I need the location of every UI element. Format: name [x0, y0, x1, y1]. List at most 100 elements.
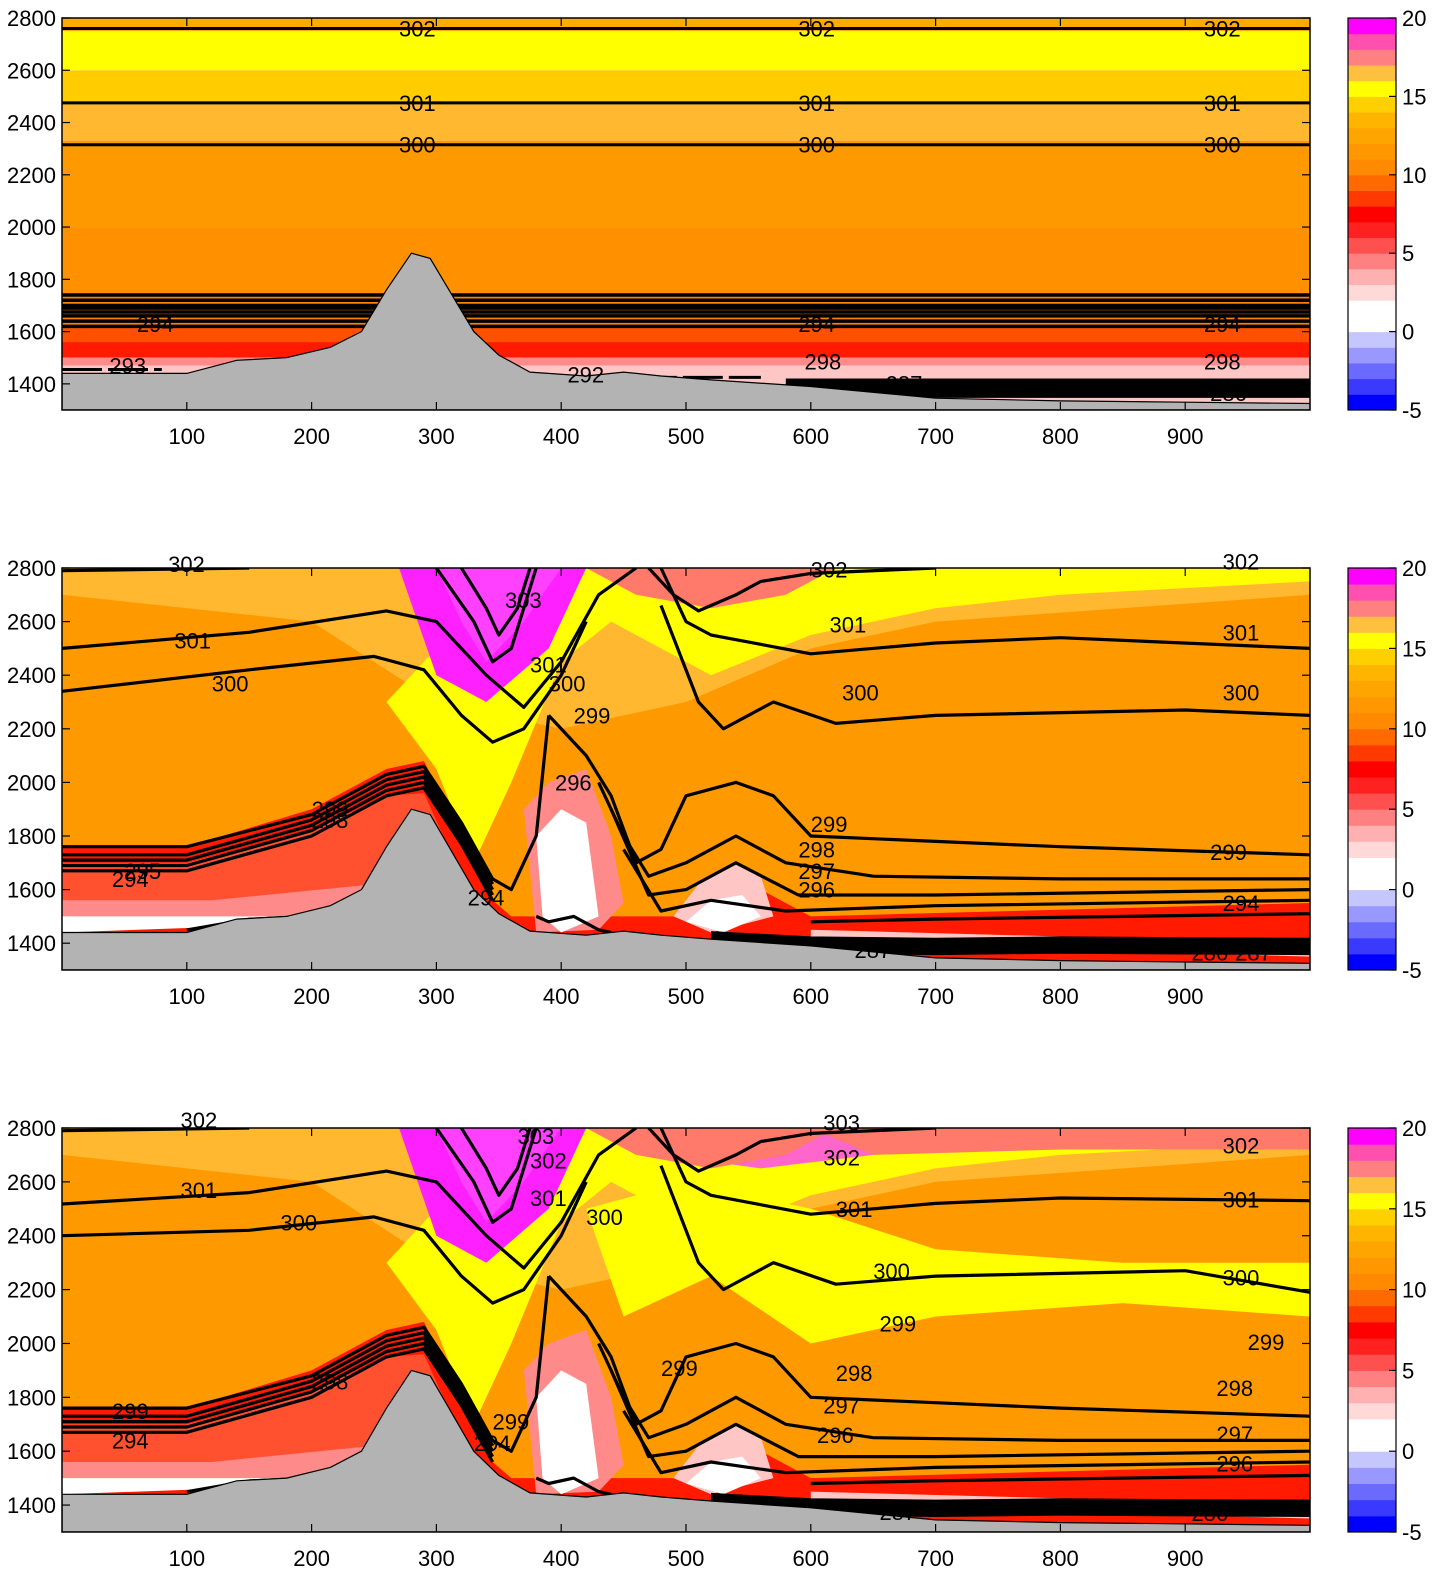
contour-label: 293 — [109, 353, 146, 378]
contour-label: 286 — [1191, 1501, 1228, 1526]
colorbar-band — [1348, 728, 1396, 746]
contour-label: 302 — [798, 16, 835, 41]
colorbar-band — [1348, 1483, 1396, 1501]
y-tick-label: 2800 — [7, 556, 56, 581]
contour-label: 300 — [1223, 681, 1260, 706]
contour-line — [62, 568, 638, 709]
field-bottom — [62, 1128, 1310, 1532]
contour-label: 301 — [181, 1178, 218, 1203]
contour-label: 298 — [798, 837, 835, 862]
contour-label: 299 — [1248, 1330, 1285, 1355]
x-tick-label: 200 — [293, 984, 330, 1009]
colorbar-band — [1348, 347, 1396, 364]
colorbar-band — [1348, 331, 1396, 348]
colorbar-band — [1348, 760, 1396, 778]
contour-label: 298 — [312, 808, 349, 833]
contour-label: 299 — [661, 1356, 698, 1381]
colorbar-band — [1348, 1321, 1396, 1339]
y-tick-label: 1800 — [7, 267, 56, 292]
colorbar-band — [1348, 1418, 1396, 1436]
x-tick-label: 700 — [917, 984, 954, 1009]
x-tick-label: 500 — [668, 424, 705, 449]
colorbar-band — [1348, 1144, 1396, 1161]
colorbar-band — [1348, 1386, 1396, 1404]
contour-label: 286 — [1210, 381, 1247, 406]
colorbar-band — [1348, 600, 1396, 617]
contour-label: 287 — [1235, 941, 1272, 966]
contour-line — [62, 620, 588, 744]
colorbar-band — [1348, 394, 1396, 411]
contour-label: 301 — [1204, 91, 1241, 116]
colorbar-band — [1348, 568, 1396, 585]
contour-label: 300 — [798, 133, 835, 158]
x-tick-label: 100 — [168, 424, 205, 449]
colorbar-band — [1348, 1192, 1396, 1210]
colorbar: -5 0 5 10 15 20 — [1347, 556, 1426, 983]
contour-label: 296 — [817, 1423, 854, 1448]
colorbar-band — [1348, 664, 1396, 682]
colorbar-band — [1348, 1208, 1396, 1226]
contour-label: 299 — [879, 1311, 916, 1336]
colorbar-band — [1348, 190, 1396, 207]
contour-label: 300 — [549, 671, 586, 696]
colorbar-tick-label: 10 — [1402, 717, 1426, 742]
colorbar-band — [1348, 33, 1396, 50]
contour-label: 300 — [873, 1259, 910, 1284]
x-tick-label: 900 — [1167, 984, 1204, 1009]
contour-label: 296 — [1216, 1451, 1253, 1476]
colorbar-band — [1348, 1515, 1396, 1533]
contour-label: 300 — [586, 1205, 623, 1230]
contour-label: 302 — [1223, 549, 1260, 574]
colorbar-band — [1348, 1435, 1396, 1452]
contour-line — [62, 1128, 638, 1270]
colorbar-frame — [1347, 1127, 1397, 1533]
contour-label: 300 — [1223, 1266, 1260, 1291]
contour-label: 299 — [811, 812, 848, 837]
contour-line — [710, 1497, 1310, 1508]
contour-label: 297 — [798, 859, 835, 884]
colorbar-band — [1348, 143, 1396, 160]
x-tick-label: 800 — [1042, 984, 1079, 1009]
contour-line — [597, 781, 1310, 881]
y-tick-label: 2600 — [7, 1170, 56, 1195]
colorbar-frame — [1347, 17, 1397, 411]
contour-label: 287 — [854, 938, 891, 963]
contour-label: 298 — [1216, 1376, 1253, 1401]
colorbar-band — [1348, 127, 1396, 144]
contour-label: 302 — [823, 1146, 860, 1171]
contour-label: 299 — [1210, 840, 1247, 865]
x-tick-label: 400 — [543, 424, 580, 449]
colorbar-band — [1348, 1289, 1396, 1307]
terrain — [62, 1369, 1310, 1532]
colorbar-band — [1348, 744, 1396, 762]
contour-line — [62, 786, 494, 902]
colorbar-band — [1348, 268, 1396, 286]
contour-line — [547, 714, 1310, 865]
contour-line — [609, 1369, 1310, 1459]
y-tick-label: 2400 — [7, 111, 56, 136]
x-tick-label: 800 — [1042, 1546, 1079, 1571]
colorbar-band — [1348, 1160, 1396, 1177]
x-tick-label: 300 — [418, 1546, 455, 1571]
colorbar-band — [1348, 221, 1396, 239]
colorbar-band — [1348, 1467, 1396, 1485]
contour-line — [810, 912, 1310, 924]
x-tick-label: 300 — [418, 984, 455, 1009]
colorbar-tick-label: 0 — [1402, 878, 1414, 903]
y-tick-label: 2000 — [7, 770, 56, 795]
contour-label: 301 — [798, 91, 835, 116]
colorbar-band — [1348, 253, 1396, 270]
contour-label: 299 — [312, 797, 349, 822]
colorbar-band — [1348, 616, 1396, 633]
field-region — [536, 809, 599, 933]
colorbar-tick-label: 5 — [1402, 797, 1414, 822]
x-tick-label: 900 — [1167, 1546, 1204, 1571]
terrain — [62, 808, 1310, 970]
colorbar-tick-label: 0 — [1402, 1439, 1414, 1464]
y-tick-label: 2400 — [7, 663, 56, 688]
field-middle — [62, 568, 1310, 970]
colorbar-band — [1348, 206, 1396, 223]
contour-label: 298 — [312, 1369, 349, 1394]
colorbar-tick-label: 15 — [1402, 84, 1426, 109]
